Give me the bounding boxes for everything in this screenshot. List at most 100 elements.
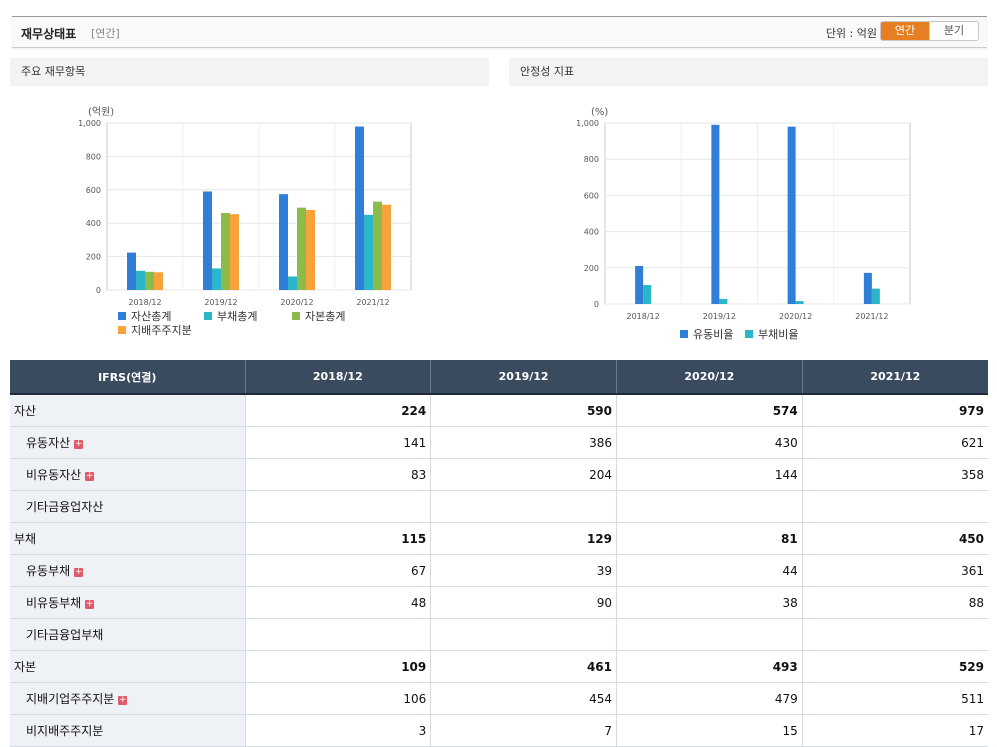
row-label: 부채 — [10, 522, 245, 555]
bar — [787, 126, 796, 304]
table-cell: 38 — [616, 586, 803, 619]
legend-label[interactable]: 유동비율 — [693, 328, 733, 341]
table-cell — [801, 618, 988, 651]
table-cell: 144 — [616, 458, 803, 491]
table-cell: 574 — [616, 394, 803, 427]
x-tick-label: 2019/12 — [204, 298, 237, 307]
table-cell: 88 — [801, 586, 988, 619]
annual-toggle-button[interactable]: 연간 — [881, 22, 929, 40]
table-row: 기타금융업부채 — [10, 618, 988, 651]
table-cell: 81 — [616, 522, 803, 555]
table-cell: 224 — [244, 394, 431, 427]
y-tick-label: 400 — [86, 219, 101, 228]
y-tick-label: 600 — [86, 186, 101, 195]
y-tick-label: 400 — [584, 228, 599, 237]
key-items-title: 주요 재무항목 — [10, 58, 489, 86]
table-row: 자본 109 461 493 529 — [10, 650, 988, 683]
table-cell: 493 — [616, 650, 803, 683]
table-header-period: 2021/12 — [801, 360, 988, 395]
table-cell: 129 — [430, 522, 617, 555]
table-cell: 67 — [244, 554, 431, 587]
bar — [355, 126, 364, 290]
table-cell: 39 — [430, 554, 617, 587]
bar — [203, 191, 212, 290]
table-row: 비유동자산 +83 204 144 358 — [10, 458, 988, 491]
expand-plus-icon[interactable]: + — [85, 599, 95, 609]
y-tick-label: 600 — [584, 191, 599, 200]
row-label: 기타금융업자산 — [10, 490, 245, 523]
table-header-row: IFRS(연결) 2018/12 2019/12 2020/12 2021/12 — [10, 360, 988, 395]
table-cell: 44 — [616, 554, 803, 587]
row-label: 유동부채 + — [10, 554, 245, 587]
legend-swatch — [680, 330, 688, 338]
table-cell: 590 — [430, 394, 617, 427]
expand-plus-icon[interactable]: + — [118, 695, 128, 705]
y-tick-label: 1,000 — [78, 119, 101, 128]
table-cell — [430, 490, 617, 523]
table-row: 유동부채 +67 39 44 361 — [10, 554, 988, 587]
bar — [297, 207, 306, 290]
table-cell: 511 — [801, 682, 988, 715]
row-label: 자산 — [10, 394, 245, 427]
table-header-period: 2018/12 — [244, 360, 431, 395]
legend-swatch — [745, 330, 753, 338]
bar — [288, 276, 297, 290]
table-row: 비유동부채 +48 90 38 88 — [10, 586, 988, 619]
table-cell: 15 — [616, 714, 803, 747]
y-tick-label: 800 — [584, 155, 599, 164]
bar — [221, 213, 230, 290]
bar — [382, 204, 391, 290]
expand-plus-icon[interactable]: + — [74, 439, 84, 449]
table-cell: 979 — [801, 394, 988, 427]
bar — [871, 288, 880, 304]
bar — [643, 284, 652, 304]
table-cell — [801, 490, 988, 523]
table-row: 비지배주주지분 3 7 15 17 — [10, 714, 988, 747]
x-tick-label: 2020/12 — [779, 312, 812, 321]
key-items-panel: 주요 재무항목 (억원) 0 200 400 600 800 1,000 2018/12 201… — [10, 58, 489, 357]
row-label: 자본 — [10, 650, 245, 683]
table-cell: 621 — [801, 426, 988, 459]
bar — [136, 270, 145, 290]
table-cell: 358 — [801, 458, 988, 491]
x-tick-label: 2020/12 — [280, 298, 313, 307]
legend-label[interactable]: 자산총계 — [131, 310, 171, 323]
bar — [230, 214, 239, 290]
y-tick-label: 200 — [86, 253, 101, 262]
stability-chart: (%) 0 200 400 600 800 1,000 2018/12 2019/12 2020/… — [576, 107, 911, 341]
expand-plus-icon[interactable]: + — [85, 471, 95, 481]
bar — [711, 124, 720, 304]
section-title: 재무상태표 — [21, 27, 77, 41]
row-label: 유동자산 + — [10, 426, 245, 459]
legend-label[interactable]: 부채총계 — [217, 310, 257, 323]
table-cell: 141 — [244, 426, 431, 459]
table-cell: 17 — [801, 714, 988, 747]
legend-swatch — [118, 326, 126, 334]
table-cell: 529 — [801, 650, 988, 683]
row-label: 지배기업주주지분 + — [10, 682, 245, 715]
legend-label[interactable]: 지배주주지분 — [131, 324, 192, 337]
chart-unit-label: (%) — [591, 107, 608, 118]
table-cell: 454 — [430, 682, 617, 715]
bar — [863, 272, 872, 304]
table-header-basis: IFRS(연결) — [10, 360, 245, 395]
table-header-period: 2020/12 — [616, 360, 803, 395]
bar — [154, 272, 163, 290]
table-row: 부채 115 129 81 450 — [10, 522, 988, 555]
legend-label[interactable]: 부채비율 — [758, 328, 798, 341]
legend-label[interactable]: 자본총계 — [305, 310, 345, 323]
expand-plus-icon[interactable]: + — [74, 567, 84, 577]
y-tick-label: 1,000 — [576, 119, 599, 128]
table-cell: 83 — [244, 458, 431, 491]
quarter-toggle-button[interactable]: 분기 — [929, 22, 978, 40]
table-row: 기타금융업자산 — [10, 490, 988, 523]
table-cell: 48 — [244, 586, 431, 619]
unit-label: 단위 : 억원 — [825, 27, 877, 40]
period-label: [연간] — [91, 27, 120, 40]
table-cell — [244, 490, 431, 523]
bar — [364, 214, 373, 290]
table-row: 지배기업주주지분 +106 454 479 511 — [10, 682, 988, 715]
table-cell — [616, 618, 803, 651]
x-tick-label: 2018/12 — [128, 298, 161, 307]
bar — [635, 265, 644, 304]
